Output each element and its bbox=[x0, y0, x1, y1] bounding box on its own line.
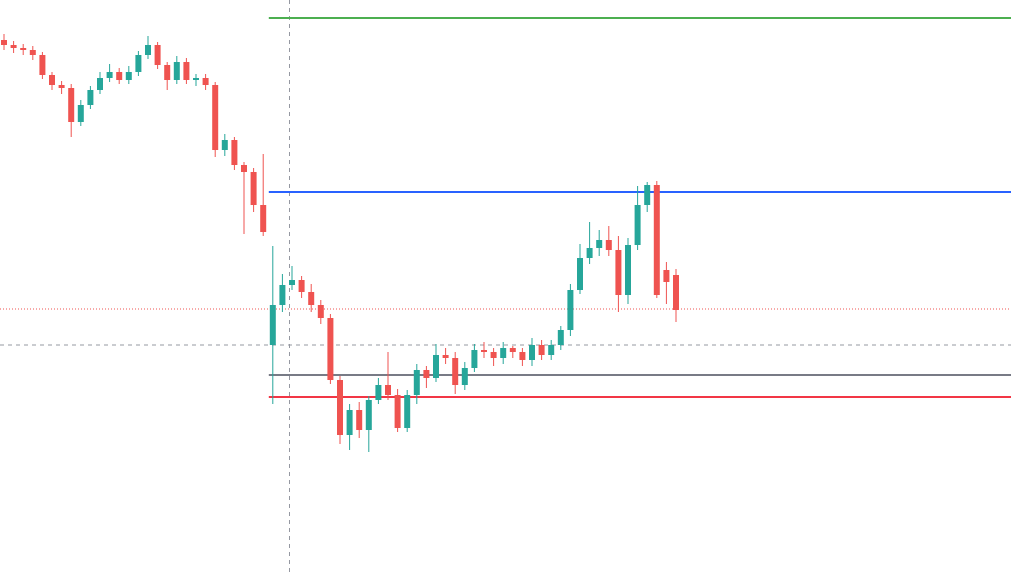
candle-body bbox=[346, 410, 353, 435]
candle-body bbox=[154, 45, 161, 65]
candle-body bbox=[308, 292, 315, 305]
candle-body bbox=[125, 72, 132, 80]
candle-body bbox=[596, 240, 603, 248]
candle-body bbox=[529, 345, 535, 360]
candle-body bbox=[193, 78, 199, 80]
candle-body bbox=[557, 330, 564, 345]
candle-body bbox=[461, 368, 468, 385]
candle-body bbox=[173, 62, 180, 80]
candle-body bbox=[385, 385, 391, 395]
candle-body bbox=[413, 370, 420, 395]
candle-body bbox=[548, 345, 555, 355]
candle-body bbox=[577, 258, 583, 290]
candle-body bbox=[586, 248, 593, 258]
candle-body bbox=[20, 48, 27, 50]
candle-body bbox=[509, 348, 516, 352]
candle-body bbox=[317, 305, 324, 318]
candle-body bbox=[471, 350, 478, 368]
candle-body bbox=[250, 172, 257, 205]
candle-body bbox=[605, 240, 612, 250]
candle-body bbox=[116, 72, 123, 80]
candle-body bbox=[269, 305, 276, 345]
candle-body bbox=[212, 85, 219, 150]
candle-body bbox=[538, 345, 545, 355]
candle-body bbox=[183, 62, 190, 80]
candle-body bbox=[337, 380, 343, 435]
candle-body bbox=[615, 250, 622, 295]
candle-body bbox=[58, 85, 65, 88]
candle-body bbox=[49, 75, 55, 85]
candle-body bbox=[77, 105, 84, 122]
candle-body bbox=[327, 318, 334, 380]
candle-body bbox=[625, 245, 631, 295]
candle-body bbox=[202, 78, 209, 85]
candle-body bbox=[481, 350, 487, 352]
candle-body bbox=[365, 400, 372, 430]
candle-body bbox=[298, 280, 305, 292]
candle-body bbox=[500, 348, 507, 358]
candle-body bbox=[231, 140, 238, 165]
candle-body bbox=[567, 290, 574, 330]
candle-body bbox=[404, 395, 411, 428]
candle-body bbox=[164, 65, 171, 80]
candle-body bbox=[10, 45, 17, 48]
candle-body bbox=[433, 355, 439, 378]
candle-body bbox=[29, 50, 36, 55]
candle-body bbox=[39, 55, 46, 75]
candle-body bbox=[442, 355, 449, 358]
candle-body bbox=[135, 55, 142, 72]
candle-body bbox=[289, 280, 295, 285]
candle-body bbox=[68, 88, 75, 122]
candle-body bbox=[106, 72, 113, 78]
candle-body bbox=[375, 385, 382, 400]
candle-body bbox=[519, 352, 526, 360]
candle-body bbox=[634, 205, 641, 245]
candle-body bbox=[260, 205, 267, 232]
candle-body bbox=[673, 275, 679, 310]
candle-body bbox=[663, 270, 670, 282]
candle-body bbox=[452, 358, 459, 385]
candle-body bbox=[356, 410, 363, 430]
candle-body bbox=[221, 140, 228, 150]
candle-body bbox=[145, 45, 151, 55]
candle-body bbox=[241, 165, 247, 172]
candle-body bbox=[644, 185, 651, 205]
candle-body bbox=[87, 90, 94, 105]
candle-body bbox=[653, 185, 660, 295]
candle-body bbox=[490, 352, 497, 358]
candle-body bbox=[1, 40, 7, 45]
candle-body bbox=[97, 78, 103, 90]
candle-body bbox=[279, 285, 286, 305]
candle-body bbox=[423, 370, 430, 378]
candle-body bbox=[394, 395, 401, 428]
